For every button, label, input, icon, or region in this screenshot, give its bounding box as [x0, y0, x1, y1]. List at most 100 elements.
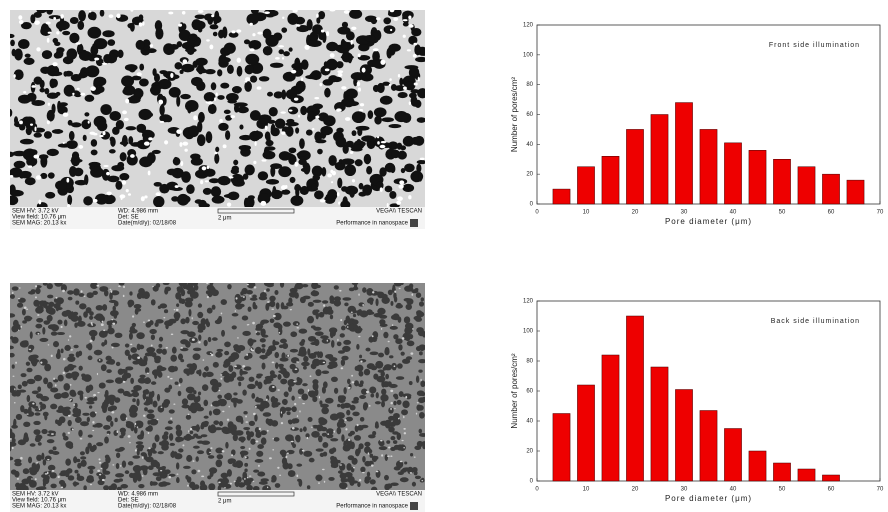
- pore: [112, 305, 116, 312]
- bar: [822, 173, 840, 205]
- pore: [279, 474, 282, 476]
- pore: [225, 130, 231, 141]
- pore: [80, 459, 87, 467]
- pore: [198, 341, 201, 344]
- pore: [107, 39, 116, 46]
- pore: [233, 103, 240, 113]
- pore: [106, 430, 111, 435]
- pore: [351, 374, 354, 377]
- pore: [408, 101, 412, 106]
- pore: [298, 114, 301, 118]
- pore: [55, 419, 59, 425]
- pore: [273, 341, 280, 346]
- pore: [104, 436, 109, 444]
- bar: [699, 410, 718, 482]
- pore: [73, 288, 80, 296]
- pore: [21, 116, 33, 127]
- pore: [398, 184, 404, 189]
- pore: [11, 446, 14, 450]
- pore: [90, 139, 98, 147]
- pore: [187, 413, 190, 416]
- pore: [157, 405, 165, 413]
- pore: [197, 440, 205, 444]
- pore: [360, 466, 366, 473]
- pore: [248, 39, 262, 50]
- pore: [199, 483, 208, 490]
- pore: [390, 435, 396, 441]
- pore: [27, 165, 33, 168]
- pore: [386, 440, 391, 444]
- pore: [76, 87, 80, 90]
- pore: [374, 116, 381, 124]
- pore: [10, 195, 19, 206]
- pore: [208, 178, 220, 184]
- pore: [397, 92, 408, 99]
- pore: [216, 454, 224, 460]
- pore: [110, 290, 113, 293]
- pore: [345, 428, 348, 431]
- pore: [394, 85, 406, 92]
- x-tick-label: 60: [828, 487, 835, 493]
- pore: [402, 34, 406, 38]
- pore: [393, 400, 397, 406]
- pore: [185, 341, 191, 348]
- pore: [138, 444, 144, 452]
- info-text: Det: SE: [118, 498, 139, 504]
- pore: [98, 382, 106, 389]
- pore: [232, 434, 238, 442]
- pore: [391, 324, 394, 327]
- pore: [160, 470, 163, 472]
- info-text: Date(m/d/y): 02/18/08: [118, 504, 177, 510]
- pore: [99, 134, 104, 138]
- pore: [307, 348, 311, 356]
- pore: [403, 298, 412, 302]
- pore: [217, 394, 223, 399]
- pore: [219, 118, 223, 123]
- pore: [40, 23, 50, 35]
- pore: [36, 305, 44, 313]
- pore: [70, 122, 82, 128]
- pore: [236, 476, 242, 483]
- pore: [185, 414, 192, 420]
- pore: [214, 151, 218, 155]
- pore: [99, 10, 105, 17]
- bar: [650, 114, 669, 205]
- pore: [413, 82, 418, 86]
- pore: [250, 339, 257, 343]
- pore: [11, 437, 16, 443]
- pore: [125, 126, 137, 131]
- pore: [323, 480, 326, 483]
- pore: [202, 359, 205, 361]
- pore: [124, 470, 130, 475]
- pore: [163, 317, 166, 319]
- x-tick-label: 30: [681, 487, 688, 493]
- pore: [264, 125, 268, 131]
- pore: [363, 368, 371, 376]
- pore: [63, 383, 71, 391]
- pore: [399, 180, 405, 185]
- pore: [12, 150, 27, 157]
- pore: [209, 352, 212, 355]
- info-text: SEM MAG: 20.13 kx: [12, 221, 66, 227]
- pore: [158, 99, 164, 105]
- pore: [107, 406, 111, 412]
- pore: [39, 79, 45, 89]
- pore: [220, 82, 230, 89]
- pore: [339, 472, 347, 480]
- pore: [258, 481, 268, 485]
- pore: [110, 290, 120, 296]
- pore: [42, 479, 47, 488]
- pore: [37, 314, 40, 316]
- pore: [215, 351, 223, 358]
- pore: [220, 377, 223, 380]
- pore: [313, 338, 320, 347]
- pore: [301, 59, 309, 70]
- pore: [260, 437, 267, 445]
- pore: [405, 395, 408, 399]
- pore: [388, 407, 394, 414]
- pore: [402, 400, 410, 409]
- pore: [84, 112, 90, 117]
- pore: [358, 293, 360, 296]
- pore: [266, 429, 269, 432]
- pore: [294, 292, 299, 299]
